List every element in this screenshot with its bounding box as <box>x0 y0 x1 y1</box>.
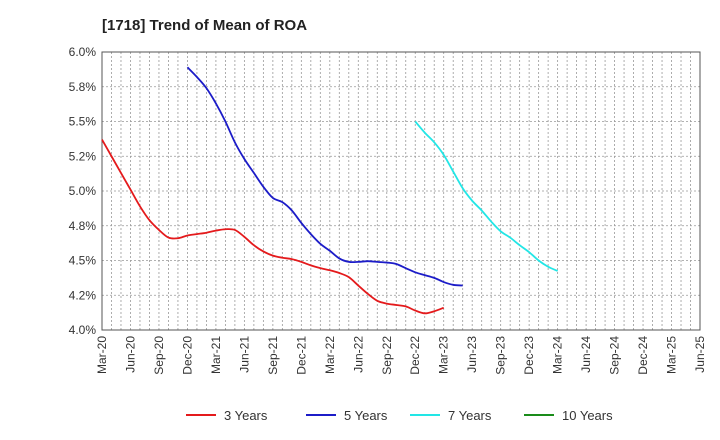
x-tick-label: Mar-23 <box>437 336 451 374</box>
y-tick-label: 5.2% <box>69 149 97 163</box>
x-tick-label: Jun-25 <box>693 336 707 373</box>
x-tick-label: Sep-22 <box>380 336 394 375</box>
x-tick-label: Mar-25 <box>665 336 679 374</box>
y-tick-label: 4.0% <box>69 323 97 337</box>
legend-label: 7 Years <box>448 408 492 423</box>
series-line-5-years <box>186 66 463 287</box>
x-tick-label: Dec-20 <box>180 336 194 375</box>
x-tick-label: Sep-23 <box>494 336 508 375</box>
plot-frame <box>101 51 701 331</box>
y-tick-label: 5.5% <box>69 115 97 129</box>
chart-title: [1718] Trend of Mean of ROA <box>102 17 307 34</box>
x-tick-label: Dec-24 <box>636 336 650 375</box>
y-tick-label: 4.8% <box>69 219 97 233</box>
x-tick-label: Jun-20 <box>123 336 137 373</box>
x-axis: Mar-20 Jun-20 Sep-20 Dec-20 Mar-21 Jun-21 Sep-… <box>95 336 707 375</box>
x-tick-label: Dec-21 <box>294 336 308 375</box>
x-tick-label: Sep-21 <box>266 336 280 375</box>
x-tick-label: Jun-23 <box>465 336 479 373</box>
x-tick-label: Sep-24 <box>608 336 622 375</box>
legend-label: 3 Years <box>224 408 268 423</box>
x-tick-label: Sep-20 <box>152 336 166 375</box>
legend-label: 10 Years <box>562 408 613 423</box>
x-tick-label: Mar-22 <box>323 336 337 374</box>
x-tick-label: Mar-24 <box>551 336 565 374</box>
x-tick-label: Jun-22 <box>351 336 365 373</box>
y-tick-label: 5.8% <box>69 80 97 94</box>
y-axis: 4.0% 4.2% 4.5% 4.8% 5.0% 5.2% 5.5% 5.8% 6.0% <box>69 45 97 337</box>
series-line-3-years <box>101 139 445 315</box>
series-layer <box>101 66 558 315</box>
x-tick-label: Dec-22 <box>408 336 422 375</box>
legend-label: 5 Years <box>344 408 388 423</box>
x-tick-label: Mar-21 <box>209 336 223 374</box>
legend: 3 Years 5 Years 7 Years 10 Years <box>186 408 613 423</box>
x-tick-label: Jun-24 <box>579 336 593 373</box>
series-line-7-years <box>414 120 558 272</box>
grid <box>102 52 700 330</box>
y-tick-label: 5.0% <box>69 184 97 198</box>
x-tick-label: Mar-20 <box>95 336 109 374</box>
y-tick-label: 4.5% <box>69 254 97 268</box>
y-tick-label: 6.0% <box>69 45 97 59</box>
y-tick-label: 4.2% <box>69 288 97 302</box>
x-tick-label: Jun-21 <box>237 336 251 373</box>
x-tick-label: Dec-23 <box>522 336 536 375</box>
